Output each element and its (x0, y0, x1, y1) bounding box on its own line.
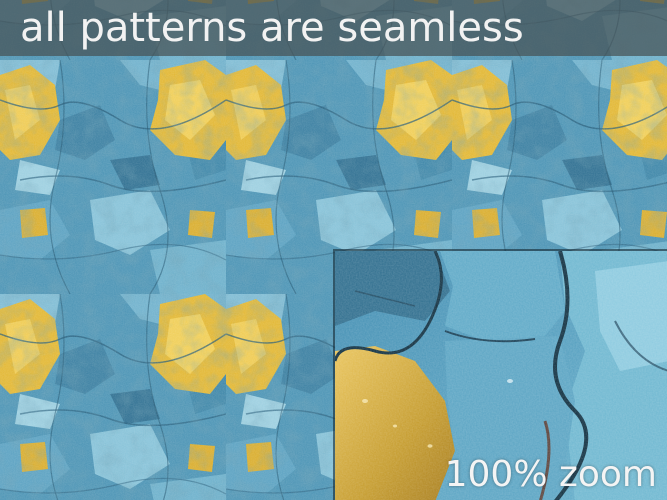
zoom-detail-panel: 100% zoom (333, 249, 667, 500)
title-text: all patterns are seamless (20, 5, 524, 51)
zoom-caption: 100% zoom (444, 454, 657, 495)
title-banner: all patterns are seamless (0, 0, 667, 56)
zoom-detail-image (335, 251, 667, 500)
